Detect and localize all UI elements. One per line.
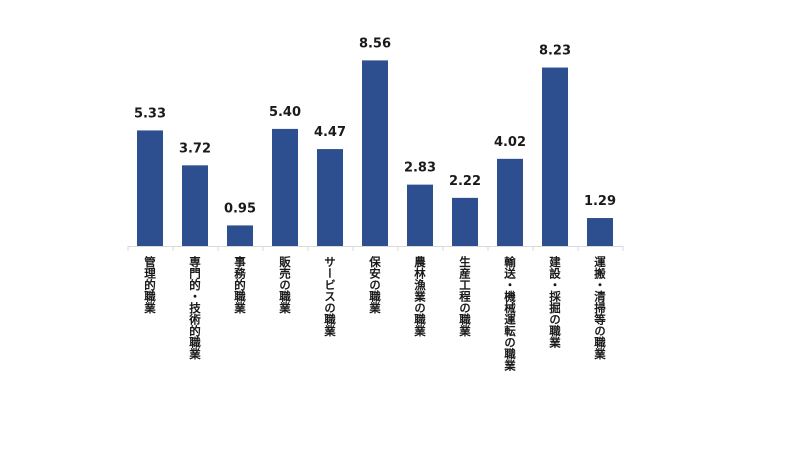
category-labels-group: 管理的職業 専門的・技術的職業 事務的職業 販売の職業 サービスの職業 保安の職業 農林漁業… <box>143 255 607 372</box>
bar <box>137 130 163 246</box>
bar <box>452 197 478 246</box>
category-label: 事務的職業 <box>233 255 247 314</box>
data-label: 4.47 <box>314 125 346 140</box>
bar <box>272 128 298 246</box>
category-label: 販売の職業 <box>278 255 292 314</box>
bar <box>497 158 523 246</box>
data-label: 8.56 <box>359 36 391 51</box>
x-axis <box>127 246 624 251</box>
category-label: 専門的・技術的職業 <box>188 255 202 360</box>
bar <box>182 165 208 246</box>
bars-group <box>137 60 613 247</box>
data-label: 8.23 <box>539 44 571 59</box>
category-label: 生産工程の職業 <box>458 255 472 337</box>
data-label: 0.95 <box>224 201 256 216</box>
bar <box>407 184 433 246</box>
bar <box>542 67 568 247</box>
category-label: 管理的職業 <box>143 255 157 314</box>
data-label: 5.40 <box>269 105 301 120</box>
category-label: 運搬・清掃等の職業 <box>593 256 607 360</box>
category-label: サービスの職業 <box>323 256 337 337</box>
bar <box>317 149 343 246</box>
value-labels-group: 5.33 3.72 0.95 5.40 4.47 8.56 2.83 2.22 4.02 8.23… <box>134 36 616 216</box>
category-label: 建設・採掘の職業 <box>548 255 562 349</box>
data-label: 3.72 <box>179 141 211 156</box>
data-label: 2.83 <box>404 161 436 176</box>
category-label: 保安の職業 <box>368 255 382 314</box>
data-label: 2.22 <box>449 174 481 189</box>
data-label: 5.33 <box>134 106 166 121</box>
data-label: 1.29 <box>584 194 616 209</box>
bar <box>362 60 388 246</box>
data-label: 4.02 <box>494 135 526 150</box>
category-label: 農林漁業の職業 <box>413 255 427 337</box>
category-label: 輸送・機械運転の職業 <box>503 255 517 372</box>
bar <box>227 225 253 246</box>
bar <box>587 218 613 246</box>
